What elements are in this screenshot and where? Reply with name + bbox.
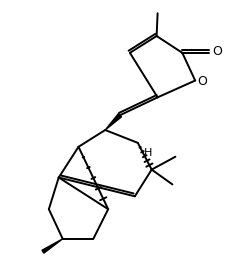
Text: O: O xyxy=(212,45,222,58)
Polygon shape xyxy=(105,114,122,130)
Polygon shape xyxy=(42,239,63,253)
Text: H: H xyxy=(144,148,152,158)
Text: O: O xyxy=(197,75,207,88)
